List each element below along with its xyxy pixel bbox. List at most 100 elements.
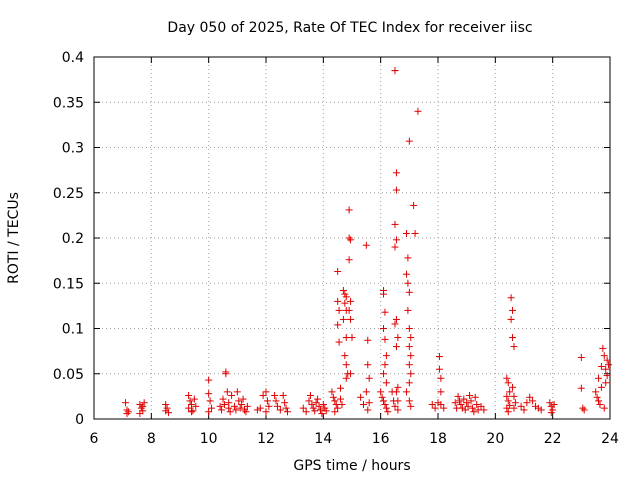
data-point	[431, 404, 439, 412]
data-point	[271, 391, 279, 399]
data-point	[335, 306, 343, 314]
data-point	[259, 391, 267, 399]
data-point	[365, 374, 373, 382]
x-axis-label: GPS time / hours	[293, 458, 410, 474]
data-point	[347, 297, 355, 305]
data-point	[232, 406, 240, 414]
data-point	[520, 406, 528, 414]
data-point	[394, 334, 402, 342]
data-point	[460, 395, 468, 403]
data-point	[364, 361, 372, 369]
data-point	[381, 335, 389, 343]
data-point	[328, 388, 336, 396]
data-point	[511, 399, 519, 407]
data-point	[253, 406, 261, 414]
data-point	[504, 379, 512, 387]
data-point	[365, 399, 373, 407]
data-point	[384, 408, 392, 416]
data-point	[312, 399, 320, 407]
data-point	[189, 407, 197, 415]
data-point	[316, 406, 324, 414]
data-point	[228, 391, 236, 399]
data-point	[331, 397, 339, 405]
data-point	[357, 393, 365, 401]
data-point	[405, 379, 413, 387]
data-point	[402, 388, 410, 396]
x-tick-label: 16	[372, 431, 390, 447]
data-point	[550, 401, 558, 409]
data-point	[347, 236, 355, 244]
data-point	[345, 256, 353, 264]
data-point	[477, 402, 485, 410]
data-point	[262, 408, 270, 416]
data-point	[364, 406, 372, 414]
y-tick-label: 0.25	[53, 186, 84, 202]
data-point	[435, 365, 443, 373]
data-point	[405, 288, 413, 296]
data-point	[382, 404, 390, 412]
data-point	[311, 407, 319, 415]
data-point	[338, 401, 346, 409]
data-point	[394, 397, 402, 405]
data-point	[262, 388, 270, 396]
data-point	[322, 407, 330, 415]
data-point	[380, 397, 388, 405]
data-point	[236, 404, 244, 412]
data-point	[597, 363, 605, 371]
data-point	[546, 399, 554, 407]
data-point	[517, 402, 525, 410]
data-point	[428, 401, 436, 409]
data-point	[329, 393, 337, 401]
data-point	[337, 395, 345, 403]
data-point	[595, 397, 603, 405]
data-point	[437, 401, 445, 409]
data-point	[345, 206, 353, 214]
data-point	[342, 374, 350, 382]
data-point	[599, 344, 607, 352]
x-tick-label: 24	[601, 431, 619, 447]
data-point	[600, 404, 608, 412]
data-point	[531, 402, 539, 410]
data-point	[377, 388, 385, 396]
data-point	[440, 404, 448, 412]
data-point	[282, 404, 290, 412]
data-point	[470, 408, 478, 416]
data-point	[405, 397, 413, 405]
data-point	[219, 395, 227, 403]
data-point	[318, 410, 326, 418]
data-point	[405, 325, 413, 332]
data-point	[547, 409, 555, 417]
data-point	[284, 408, 291, 416]
data-point	[308, 401, 316, 409]
data-point	[187, 408, 195, 416]
data-point	[230, 402, 238, 410]
data-point	[592, 388, 600, 396]
data-point	[364, 336, 372, 344]
data-point	[281, 399, 289, 407]
data-point	[314, 395, 322, 403]
data-point	[404, 279, 412, 287]
data-point	[334, 404, 342, 412]
data-point	[537, 406, 545, 414]
data-point	[506, 388, 514, 396]
data-point	[334, 297, 342, 305]
data-point	[392, 169, 400, 177]
data-point	[162, 401, 170, 409]
data-point	[437, 374, 445, 382]
data-point	[242, 408, 250, 416]
data-point	[454, 392, 462, 400]
data-point	[456, 397, 463, 405]
data-point	[504, 408, 512, 416]
data-point	[306, 391, 314, 399]
data-point	[509, 306, 517, 314]
data-point	[362, 388, 370, 396]
data-point	[596, 401, 604, 409]
data-point	[192, 402, 200, 410]
data-point	[529, 397, 537, 405]
data-point	[299, 404, 307, 412]
data-point	[509, 383, 517, 391]
x-tick-label: 20	[486, 431, 504, 447]
data-point	[577, 384, 585, 392]
y-tick-label: 0.15	[53, 276, 84, 292]
